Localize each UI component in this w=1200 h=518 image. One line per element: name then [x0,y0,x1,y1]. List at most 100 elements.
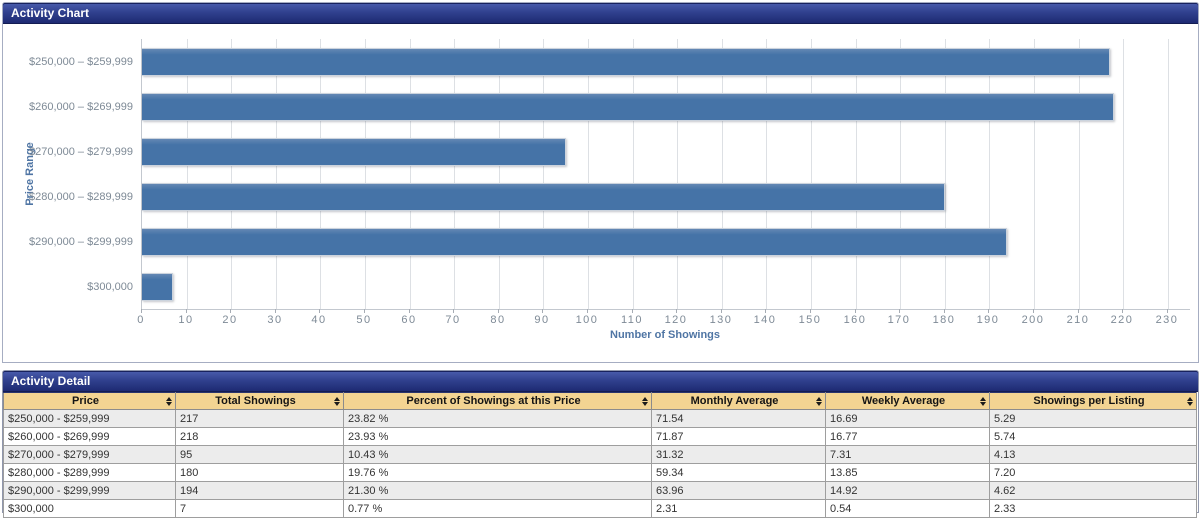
gridline [677,39,678,309]
x-tick-label: 70 [445,314,461,326]
table-cell: 0.77 % [343,499,652,518]
x-tick-label: 100 [575,314,599,326]
column-header-showings-per-listing[interactable]: Showings per Listing [989,392,1197,410]
gridline [454,39,455,309]
x-tick-mark [453,309,454,313]
activity-detail-table: Price Total Showings Percent of Showings a… [3,392,1197,518]
table-header-row: Price Total Showings Percent of Showings a… [3,392,1197,410]
bar-6 [142,273,173,301]
table-cell: 217 [175,409,344,428]
x-tick-label: 80 [490,314,506,326]
gridline [320,39,321,309]
x-tick-label: 60 [401,314,417,326]
x-tick-mark [1033,309,1034,313]
gridline [231,39,232,309]
column-header-label: Percent of Showings at this Price [406,395,581,407]
gridline [766,39,767,309]
table-cell: 0.54 [825,499,990,518]
x-tick-label: 110 [620,314,644,326]
gridline [856,39,857,309]
x-tick-mark [855,309,856,313]
table-cell: 59.34 [651,463,826,482]
sort-icon[interactable] [642,396,648,406]
x-tick-label: 150 [798,314,822,326]
y-tick-label: $290,000 – $299,999 [29,235,133,248]
y-tick-label: $260,000 – $269,999 [29,100,133,113]
column-header-percent-of-showings-at-this-price[interactable]: Percent of Showings at this Price [343,392,652,410]
table-cell: 16.77 [825,427,990,446]
x-tick-mark [542,309,543,313]
x-tick-label: 220 [1110,314,1134,326]
x-tick-label: 20 [222,314,238,326]
x-tick-label: 180 [932,314,956,326]
table-cell: 95 [175,445,344,464]
column-header-total-showings[interactable]: Total Showings [175,392,344,410]
table-cell: $250,000 - $259,999 [3,409,176,428]
activity-chart-panel-title: Activity Chart [3,3,1198,24]
x-tick-mark [409,309,410,313]
table-cell: 7.20 [989,463,1197,482]
x-tick-mark [765,309,766,313]
gridline [1034,39,1035,309]
bar-2 [142,93,1114,121]
table-cell: 194 [175,481,344,500]
gridline [989,39,990,309]
x-tick-label: 120 [664,314,688,326]
sort-icon[interactable] [816,396,822,406]
x-tick-mark [364,309,365,313]
x-tick-label: 230 [1155,314,1179,326]
column-header-monthly-average[interactable]: Monthly Average [651,392,826,410]
x-tick-mark [587,309,588,313]
x-tick-label: 0 [137,314,145,326]
gridline [633,39,634,309]
column-header-label: Total Showings [215,395,296,407]
sort-icon[interactable] [1187,396,1193,406]
x-tick-label: 30 [267,314,283,326]
x-tick-label: 50 [356,314,372,326]
table-cell: 2.33 [989,499,1197,518]
gridline [900,39,901,309]
column-header-price[interactable]: Price [3,392,176,410]
sort-icon[interactable] [334,396,340,406]
activity-detail-panel-title: Activity Detail [3,371,1198,392]
bar-3 [142,138,566,166]
gridline [588,39,589,309]
y-tick-label: $300,000 [87,280,133,293]
table-cell: $290,000 - $299,999 [3,481,176,500]
table-row: $250,000 - $259,999 217 23.82 % 71.54 16.69 5… [3,409,1197,428]
x-tick-mark [899,309,900,313]
x-tick-mark [676,309,677,313]
table-cell: 19.76 % [343,463,652,482]
table-cell: 4.13 [989,445,1197,464]
column-header-weekly-average[interactable]: Weekly Average [825,392,990,410]
table-cell: 14.92 [825,481,990,500]
table-row: $300,000 7 0.77 % 2.31 0.54 2.33 [3,499,1197,518]
bar-5 [142,228,1007,256]
x-tick-mark [275,309,276,313]
table-cell: 218 [175,427,344,446]
x-axis-title: Number of Showings [610,329,720,341]
table-cell: 31.32 [651,445,826,464]
gridline [543,39,544,309]
gridline [276,39,277,309]
x-tick-label: 140 [753,314,777,326]
activity-detail-panel: Activity Detail Price Total Showings Perce… [2,370,1199,518]
gridline [410,39,411,309]
x-tick-label: 210 [1066,314,1090,326]
table-cell: $270,000 - $279,999 [3,445,176,464]
x-tick-label: 90 [534,314,550,326]
column-header-label: Weekly Average [861,395,946,407]
sort-icon[interactable] [166,396,172,406]
x-tick-label: 170 [887,314,911,326]
column-header-label: Showings per Listing [1033,395,1145,407]
x-tick-mark [1122,309,1123,313]
x-tick-mark [141,309,142,313]
x-tick-mark [186,309,187,313]
activity-bar-chart: Price Range $250,000 – $259,999 $260,000 … [3,24,1198,360]
column-header-label: Monthly Average [690,395,779,407]
x-tick-label: 130 [709,314,733,326]
sort-icon[interactable] [980,396,986,406]
x-tick-label: 200 [1021,314,1045,326]
x-tick-mark [319,309,320,313]
plot-area [141,39,1190,310]
